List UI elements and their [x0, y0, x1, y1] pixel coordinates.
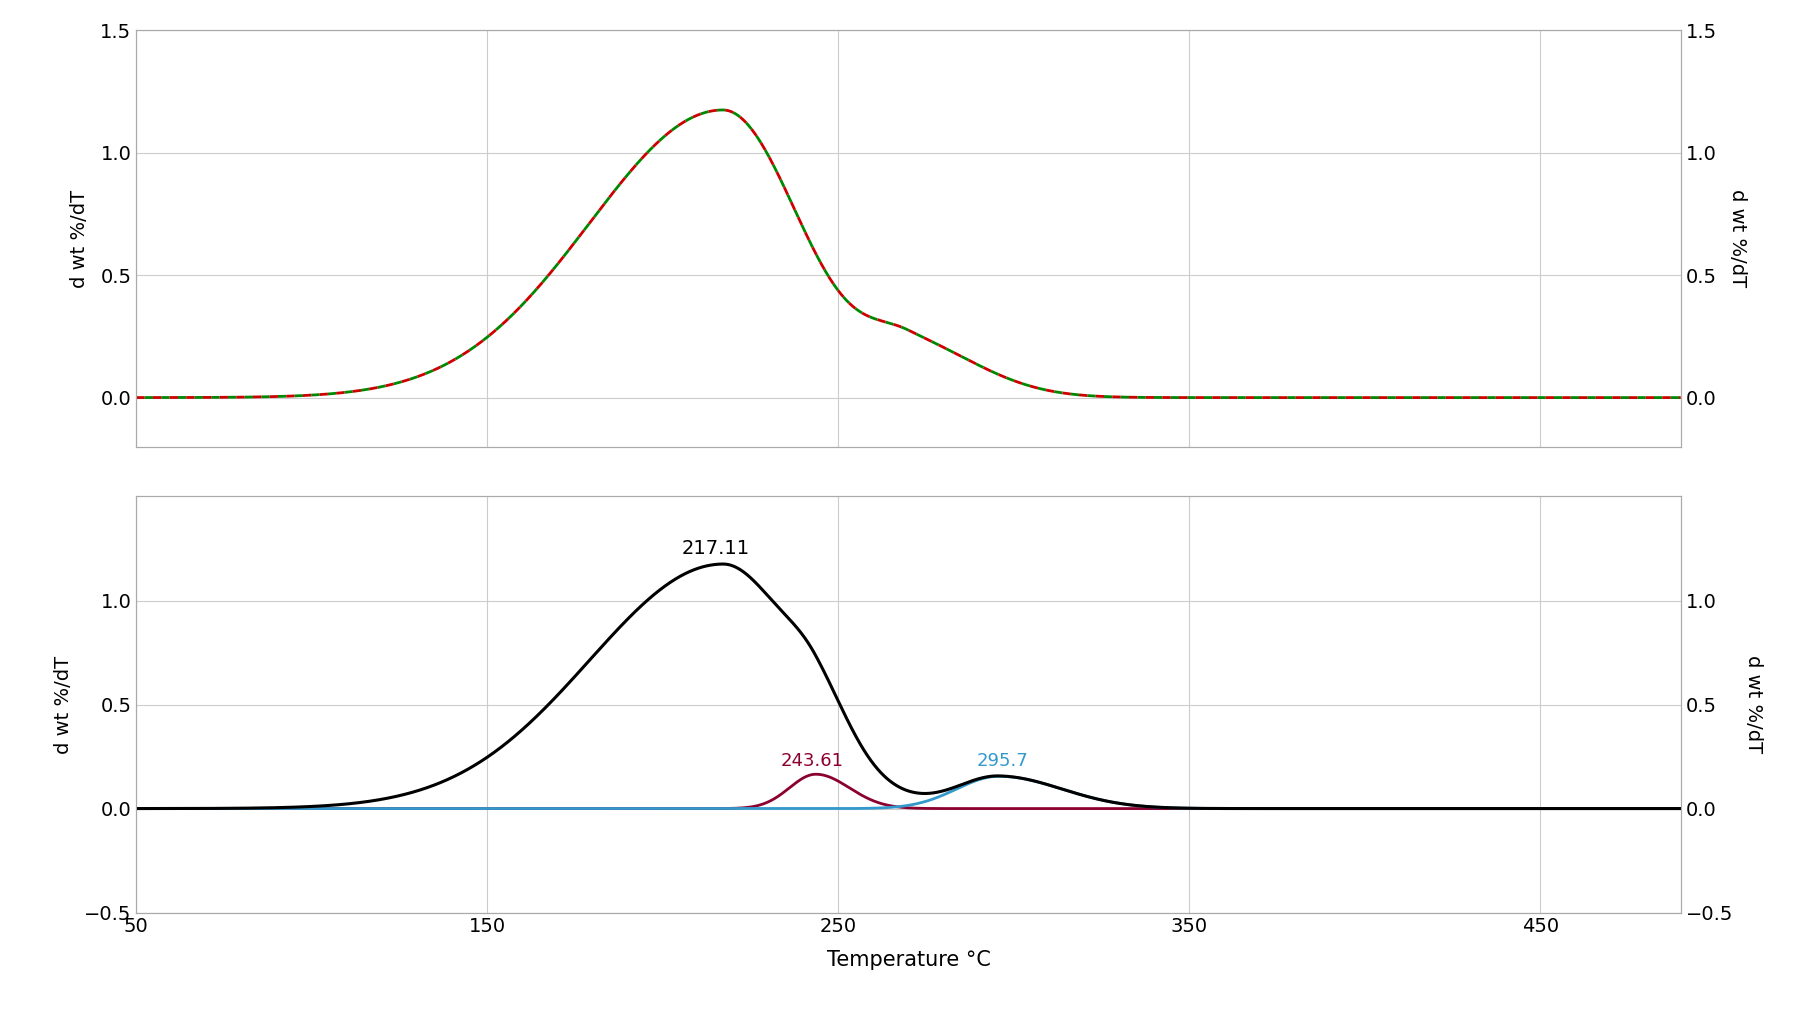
Text: 243.61: 243.61: [781, 752, 843, 770]
Text: 295.7: 295.7: [976, 752, 1028, 770]
Y-axis label: d wt %/dT: d wt %/dT: [55, 655, 73, 753]
Y-axis label: d wt %/dT: d wt %/dT: [1744, 655, 1762, 753]
Y-axis label: d wt %/dT: d wt %/dT: [71, 190, 89, 288]
Y-axis label: d wt %/dT: d wt %/dT: [1728, 190, 1746, 288]
Text: 217.11: 217.11: [681, 538, 750, 558]
X-axis label: Temperature °C: Temperature °C: [827, 950, 990, 970]
